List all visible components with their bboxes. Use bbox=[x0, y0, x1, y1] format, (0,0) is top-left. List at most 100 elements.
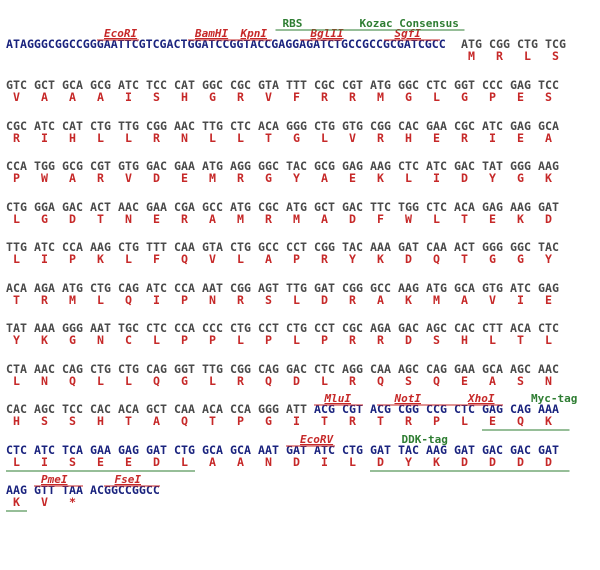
codon: CTC bbox=[230, 119, 251, 133]
codon: GAC bbox=[286, 362, 307, 376]
amino-acid: T bbox=[265, 131, 272, 145]
codon: CAG bbox=[426, 362, 447, 376]
codon: GGA bbox=[34, 200, 55, 214]
codon: ACT bbox=[90, 200, 111, 214]
amino-acid: R bbox=[13, 131, 20, 145]
amino-acid: A bbox=[265, 252, 272, 266]
codon: CGG bbox=[314, 240, 335, 254]
codon: CCA bbox=[174, 281, 195, 295]
amino-acid: E bbox=[517, 131, 524, 145]
codon: GCG bbox=[62, 159, 83, 173]
amino-acid: Q bbox=[181, 252, 188, 266]
codon: CTG bbox=[517, 37, 538, 51]
codon: GAT bbox=[538, 200, 559, 214]
amino-acid: R bbox=[321, 252, 328, 266]
codon: GAC bbox=[342, 200, 363, 214]
amino-acid: H bbox=[13, 414, 20, 428]
codon: TTG bbox=[286, 281, 307, 295]
amino-acid: D bbox=[377, 455, 384, 469]
codon: CAT bbox=[62, 119, 83, 133]
codon: GAC bbox=[510, 443, 531, 457]
amino-acid: Q bbox=[377, 374, 384, 388]
amino-acid: D bbox=[153, 171, 160, 185]
amino-acid: G bbox=[265, 414, 272, 428]
amino-acid: I bbox=[433, 171, 440, 185]
amino-acid: M bbox=[293, 212, 300, 226]
amino-acid: A bbox=[237, 455, 244, 469]
amino-acid: E bbox=[433, 131, 440, 145]
amino-acid: E bbox=[97, 455, 104, 469]
amino-acid: * bbox=[69, 495, 76, 509]
codon: CTA bbox=[6, 362, 27, 376]
amino-acid: G bbox=[209, 90, 216, 104]
amino-acid: D bbox=[489, 455, 496, 469]
codon: AAA bbox=[538, 402, 559, 416]
feature-label: Kozac Consensus bbox=[360, 17, 459, 30]
amino-acid: P bbox=[265, 333, 272, 347]
codon: AAG bbox=[6, 483, 27, 497]
feature-label: FseI bbox=[115, 473, 142, 486]
amino-acid: A bbox=[209, 212, 216, 226]
amino-acid: D bbox=[461, 455, 468, 469]
feature-label: DDK-tag bbox=[402, 433, 448, 446]
codon: CAC bbox=[90, 402, 111, 416]
amino-acid: D bbox=[545, 212, 552, 226]
amino-acid: A bbox=[69, 90, 76, 104]
amino-acid: Q bbox=[153, 374, 160, 388]
amino-acid: N bbox=[209, 293, 216, 307]
amino-acid: P bbox=[293, 252, 300, 266]
amino-acid: D bbox=[405, 333, 412, 347]
feature-label: EcoRV bbox=[300, 433, 334, 446]
codon: CGG bbox=[146, 119, 167, 133]
amino-acid: I bbox=[321, 455, 328, 469]
amino-acid: A bbox=[321, 171, 328, 185]
codon: GAG bbox=[510, 119, 531, 133]
amino-acid: T bbox=[461, 212, 468, 226]
amino-acid: R bbox=[181, 212, 188, 226]
codon: AGC bbox=[426, 321, 447, 335]
amino-acid: S bbox=[545, 90, 552, 104]
feature-label: XhoI bbox=[467, 392, 495, 405]
codon: AAT bbox=[90, 321, 111, 335]
amino-acid: T bbox=[321, 414, 328, 428]
amino-acid: S bbox=[517, 374, 524, 388]
codon: TCC bbox=[62, 402, 83, 416]
codon: AGA bbox=[370, 321, 391, 335]
amino-acid: K bbox=[377, 252, 384, 266]
codon: GAA bbox=[426, 119, 447, 133]
amino-acid: G bbox=[69, 333, 76, 347]
codon: AAT bbox=[202, 281, 223, 295]
codon: ACA bbox=[510, 321, 531, 335]
amino-acid: L bbox=[237, 131, 244, 145]
codon: CGT bbox=[90, 159, 111, 173]
codon: TCA bbox=[62, 443, 83, 457]
amino-acid: Y bbox=[489, 171, 496, 185]
codon: GAC bbox=[398, 321, 419, 335]
amino-acid: S bbox=[153, 90, 160, 104]
codon: AAG bbox=[510, 200, 531, 214]
codon: AAG bbox=[370, 159, 391, 173]
codon: TCG bbox=[545, 37, 566, 51]
amino-acid: D bbox=[321, 293, 328, 307]
amino-acid: P bbox=[237, 414, 244, 428]
amino-acid: D bbox=[405, 252, 412, 266]
amino-acid: A bbox=[489, 374, 496, 388]
codon: CTG bbox=[174, 443, 195, 457]
amino-acid: A bbox=[321, 212, 328, 226]
amino-acid: G bbox=[517, 171, 524, 185]
amino-acid: N bbox=[181, 131, 188, 145]
feature-label: PmeI bbox=[41, 473, 68, 486]
codon: GAG bbox=[510, 78, 531, 92]
amino-acid: K bbox=[545, 171, 552, 185]
amino-acid: N bbox=[545, 374, 552, 388]
codon: GAC bbox=[482, 443, 503, 457]
codon: CAA bbox=[426, 240, 447, 254]
codon: CTC bbox=[426, 78, 447, 92]
codon: ATG bbox=[286, 200, 307, 214]
codon: ATC bbox=[482, 119, 503, 133]
amino-acid: L bbox=[489, 333, 496, 347]
amino-acid: R bbox=[405, 414, 412, 428]
amino-acid: R bbox=[377, 131, 384, 145]
codon: AGG bbox=[342, 362, 363, 376]
codon: CAT bbox=[174, 78, 195, 92]
